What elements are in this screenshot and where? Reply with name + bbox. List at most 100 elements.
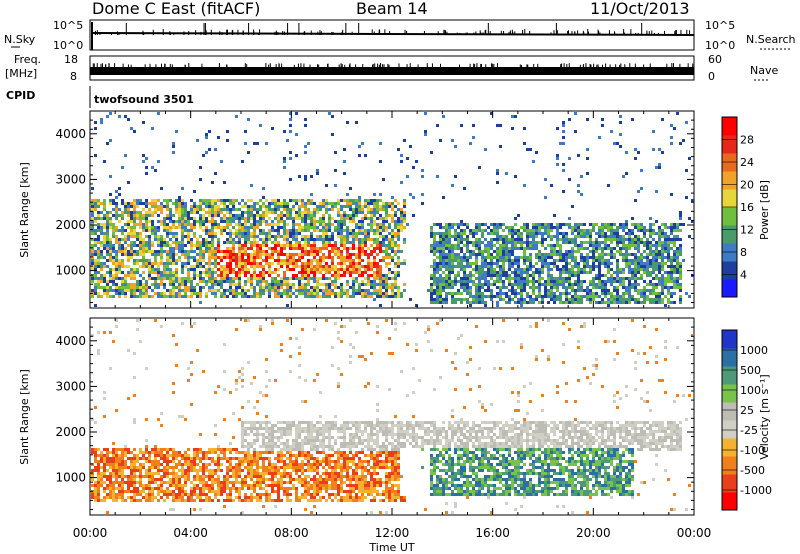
echo-cell: [118, 214, 121, 217]
echo-cell: [502, 235, 505, 238]
echo-cell: [97, 484, 100, 487]
echo-cell: [499, 277, 502, 280]
echo-cell: [244, 205, 247, 208]
echo-cell: [637, 289, 640, 292]
echo-cell: [196, 244, 199, 247]
echo-cell: [91, 496, 94, 499]
echo-cell: [271, 250, 274, 253]
echo-cell: [667, 280, 670, 283]
echo-cell: [274, 259, 277, 262]
echo-cell: [520, 301, 523, 304]
echo-cell: [661, 301, 664, 304]
echo-cell: [679, 268, 682, 271]
echo-cell: [316, 262, 319, 265]
echo-cell: [286, 235, 289, 238]
echo-cell: [481, 271, 484, 274]
echo-cell: [229, 241, 232, 244]
echo-cell: [190, 292, 193, 295]
echo-cell: [211, 226, 214, 229]
echo-cell: [166, 244, 169, 247]
echo-cell: [475, 262, 478, 265]
echo-cell: [607, 253, 610, 256]
echo-cell: [373, 211, 376, 214]
echo-cell: [286, 283, 289, 286]
echo-cell: [649, 283, 652, 286]
echo-cell: [115, 268, 118, 271]
echo-cell: [592, 262, 595, 265]
echo-cell: [175, 199, 178, 202]
echo-cell: [310, 292, 313, 295]
echo-cell: [103, 391, 106, 394]
echo-cell: [325, 292, 328, 295]
echo-cell: [157, 241, 160, 244]
echo-cell: [274, 283, 277, 286]
echo-cell: [580, 244, 583, 247]
echo-cell: [253, 205, 256, 208]
echo-cell: [316, 253, 319, 256]
echo-cell: [538, 283, 541, 286]
echo-cell: [553, 280, 556, 283]
echo-cell: [454, 238, 457, 241]
echo-cell: [676, 223, 679, 226]
echo-cell: [361, 232, 364, 235]
echo-cell: [358, 220, 361, 223]
echo-cell: [226, 277, 229, 280]
echo-cell: [124, 451, 127, 454]
echo-cell: [562, 238, 565, 241]
echo-cell: [379, 193, 382, 196]
echo-cell: [640, 262, 643, 265]
echo-cell: [508, 247, 511, 250]
echo-cell: [670, 280, 673, 283]
echo-cell: [124, 235, 127, 238]
echo-cell: [574, 283, 577, 286]
echo-cell: [385, 238, 388, 241]
echo-cell: [397, 208, 400, 211]
echo-cell: [220, 217, 223, 220]
echo-cell: [541, 244, 544, 247]
echo-cell: [319, 217, 322, 220]
echo-cell: [244, 253, 247, 256]
echo-cell: [118, 487, 121, 490]
echo-cell: [409, 298, 412, 301]
echo-cell: [583, 265, 586, 268]
echo-cell: [673, 265, 676, 268]
echo-cell: [286, 217, 289, 220]
echo-cell: [106, 280, 109, 283]
echo-cell: [226, 289, 229, 292]
echo-cell: [187, 250, 190, 253]
echo-cell: [616, 268, 619, 271]
echo-cell: [346, 235, 349, 238]
echo-cell: [277, 220, 280, 223]
echo-cell: [526, 265, 529, 268]
echo-cell: [382, 205, 385, 208]
echo-cell: [445, 265, 448, 268]
echo-cell: [169, 220, 172, 223]
echo-cell: [574, 112, 577, 115]
echo-cell: [685, 292, 688, 295]
echo-cell: [541, 223, 544, 226]
echo-cell: [106, 265, 109, 268]
echo-cell: [223, 265, 226, 268]
echo-cell: [109, 199, 112, 202]
echo-cell: [349, 229, 352, 232]
echo-cell: [505, 295, 508, 298]
echo-cell: [175, 205, 178, 208]
echo-cell: [583, 223, 586, 226]
echo-cell: [658, 262, 661, 265]
echo-cell: [670, 232, 673, 235]
echo-cell: [187, 262, 190, 265]
echo-cell: [232, 271, 235, 274]
echo-cell: [550, 238, 553, 241]
echo-cell: [292, 253, 295, 256]
echo-cell: [142, 247, 145, 250]
echo-cell: [391, 271, 394, 274]
echo-cell: [301, 250, 304, 253]
echo-cell: [139, 283, 142, 286]
echo-cell: [643, 292, 646, 295]
echo-cell: [499, 289, 502, 292]
echo-cell: [250, 286, 253, 289]
echo-cell: [178, 223, 181, 226]
echo-cell: [199, 295, 202, 298]
echo-cell: [571, 238, 574, 241]
echo-cell: [283, 280, 286, 283]
